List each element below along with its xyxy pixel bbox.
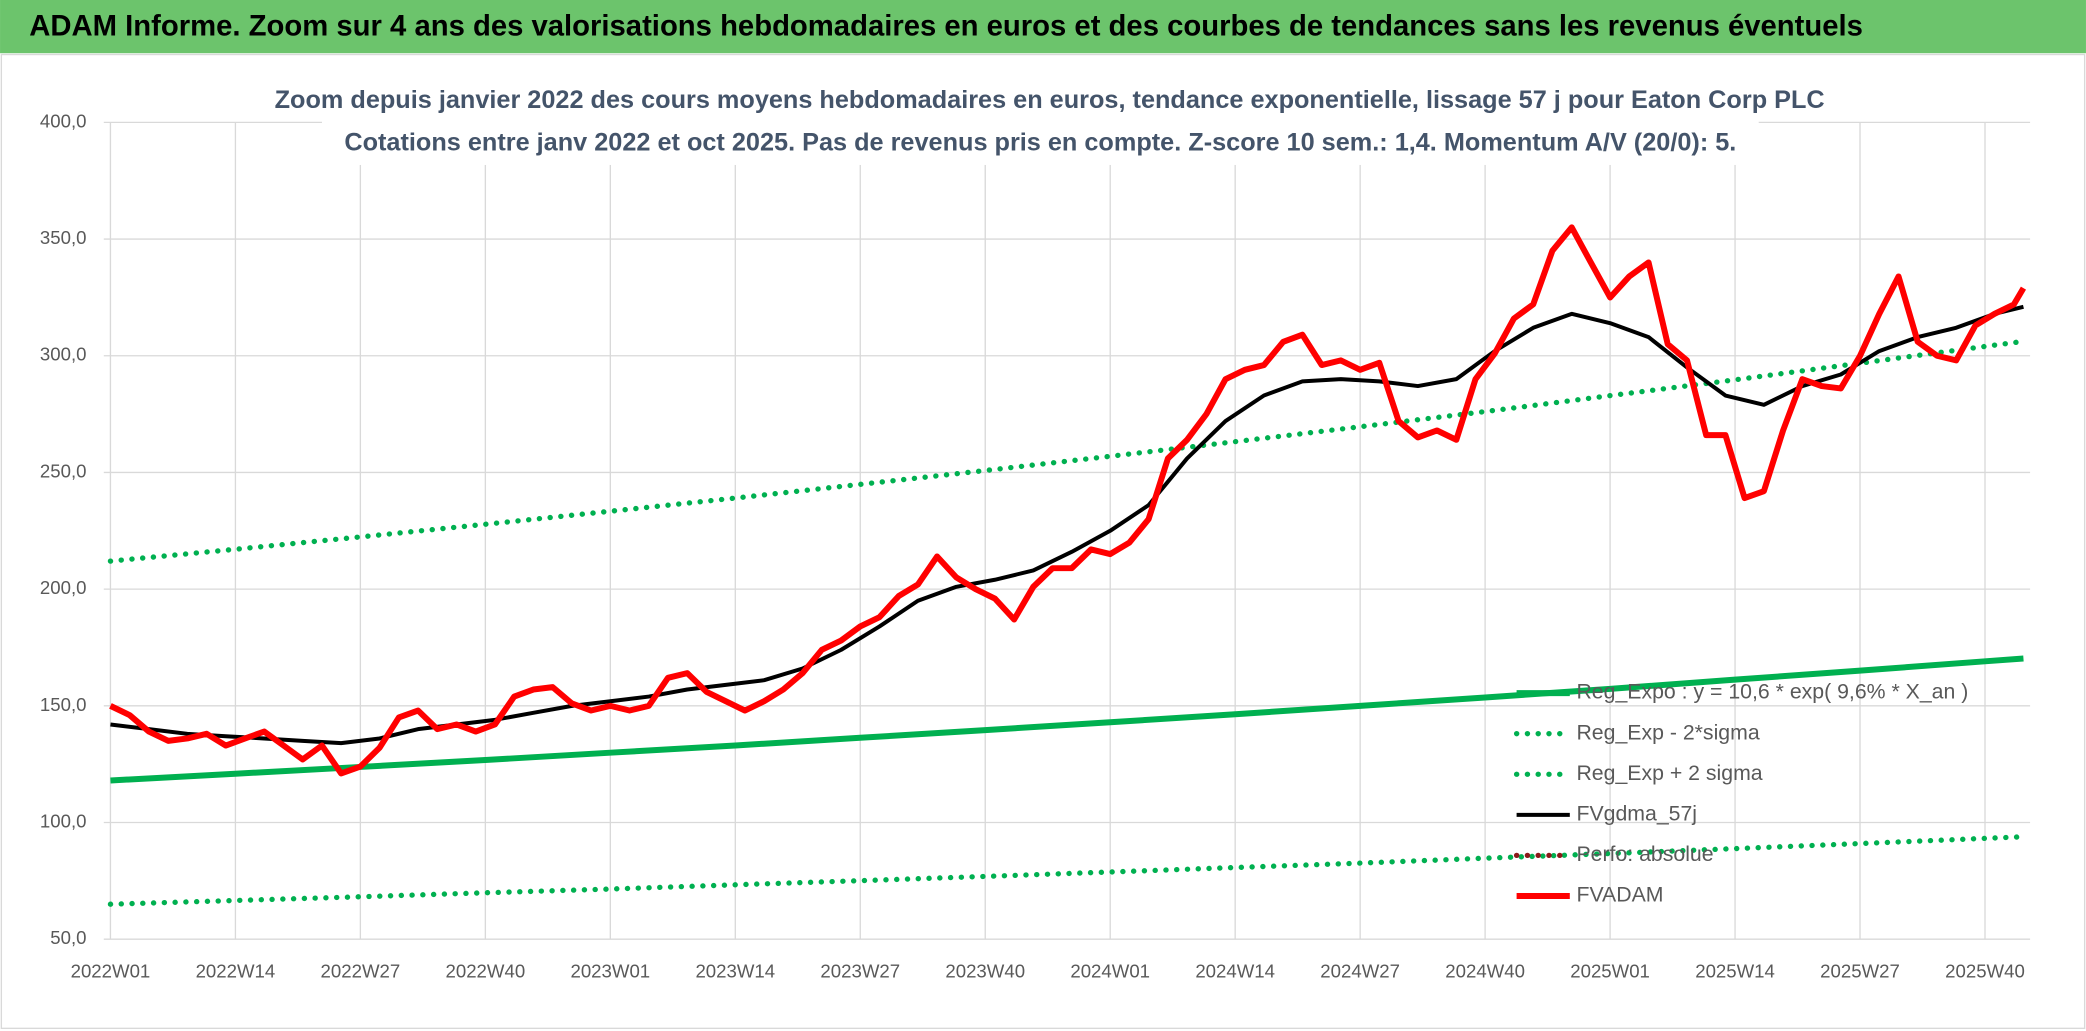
series-line [107, 338, 2027, 564]
legend-label: Reg_Exp + 2 sigma [1576, 761, 1762, 785]
banner-title: ADAM Informe. Zoom sur 4 ans des valoris… [29, 11, 1863, 43]
chart-title: Zoom depuis janvier 2022 des cours moyen… [275, 86, 1825, 114]
series-line [110, 304, 2024, 746]
x-tick-label: 2025W40 [1945, 960, 2025, 981]
frame [0, 53, 2086, 1030]
legend-label: Reg_Exp - 2*sigma [1576, 720, 1759, 744]
x-tick-label: 2025W14 [1695, 960, 1775, 981]
series-line [107, 834, 2027, 907]
x-tick-label: 2024W40 [1445, 960, 1525, 981]
banner [0, 0, 2086, 54]
chart-subtitle: Cotations entre janv 2022 et oct 2025. P… [344, 128, 1736, 156]
legend-label: Reg_Expo : y = 10,6 * exp( 9,6% * X_an ) [1576, 680, 1968, 704]
y-tick-label: 250,0 [40, 460, 87, 481]
y-tick-label: 100,0 [40, 810, 87, 831]
x-tick-label: 2022W01 [71, 960, 151, 981]
plot-area: 50,0 100,0 150,0 200,0 250,0 300,0 350,0 400,0 2… [40, 110, 2031, 981]
y-tick-label: 200,0 [40, 577, 87, 598]
title-box [321, 79, 1759, 165]
legend: Reg_Expo : y = 10,6 * exp( 9,6% * X_an )… [1513, 680, 1968, 907]
y-tick-label: 150,0 [40, 694, 87, 715]
x-tick-label: 2022W14 [196, 960, 276, 981]
series-line [110, 655, 2024, 784]
legend-label: Perfo: absolue [1576, 842, 1713, 866]
x-tick-label: 2023W27 [820, 960, 900, 981]
y-tick-label: 300,0 [40, 344, 87, 365]
series-line [109, 224, 2027, 777]
legend-label: FVADAM [1576, 883, 1663, 907]
x-tick-label: 2025W27 [1820, 960, 1900, 981]
x-tick-label: 2023W40 [945, 960, 1025, 981]
x-tick-label: 2024W14 [1195, 960, 1275, 981]
x-tick-label: 2022W27 [321, 960, 401, 981]
legend-label: FVgdma_57j [1576, 801, 1697, 825]
y-tick-label: 400,0 [40, 110, 87, 131]
y-tick-label: 350,0 [40, 227, 87, 248]
x-tick-label: 2022W40 [446, 960, 526, 981]
x-tick-label: 2023W14 [695, 960, 775, 981]
x-tick-label: 2024W27 [1320, 960, 1400, 981]
x-tick-label: 2023W01 [570, 960, 650, 981]
x-tick-label: 2025W01 [1570, 960, 1650, 981]
y-tick-label: 50,0 [50, 927, 86, 948]
x-tick-label: 2024W01 [1070, 960, 1150, 981]
